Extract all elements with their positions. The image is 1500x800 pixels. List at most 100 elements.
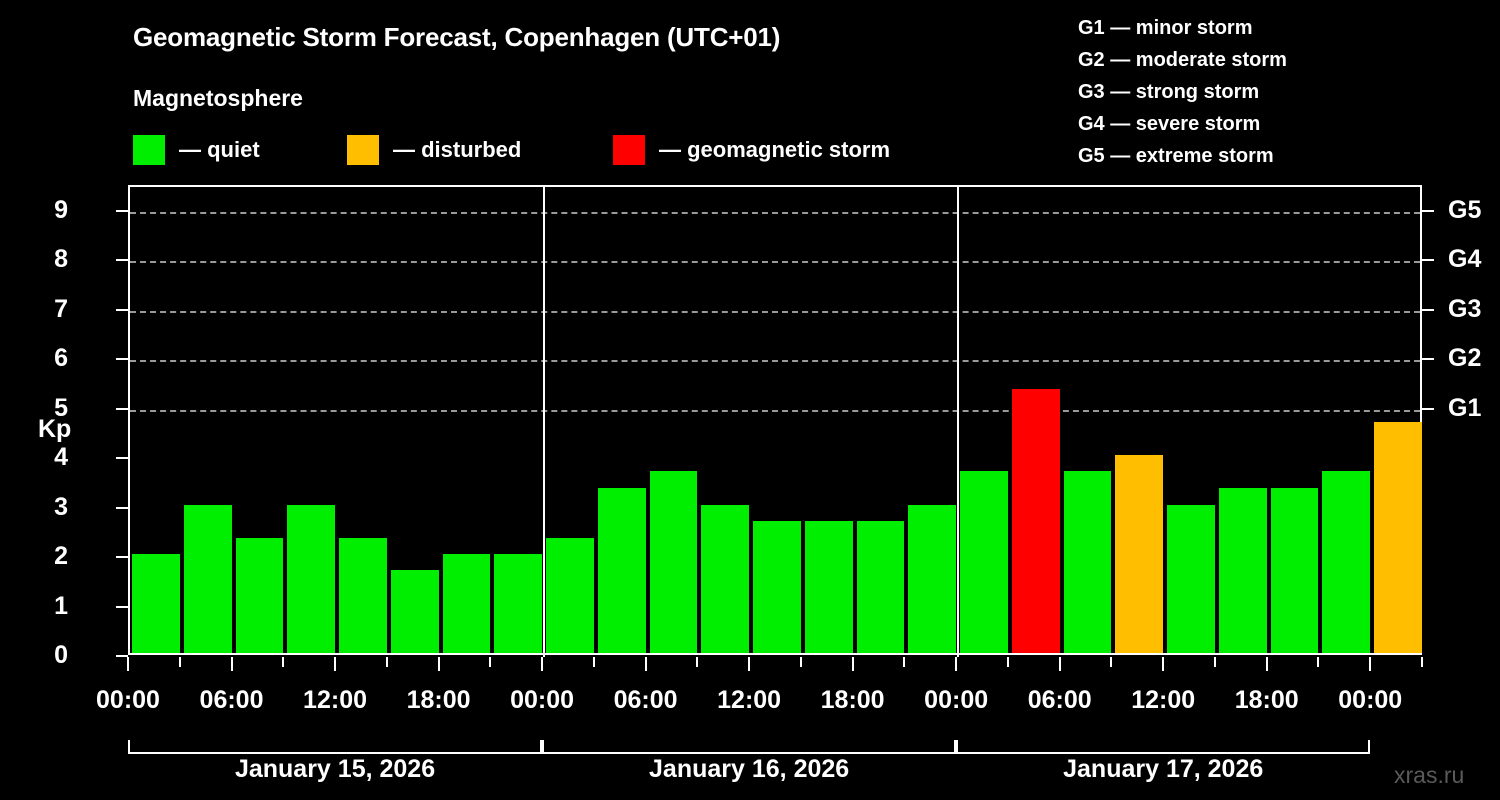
x-tick-label-0: 00:00: [96, 686, 160, 714]
x-tick-mark-7: [851, 657, 854, 671]
legend-entry-0: — quiet: [133, 134, 260, 166]
x-tick-label-8: 00:00: [924, 686, 989, 714]
x-tick-mark-2: [334, 657, 337, 671]
bar[interactable]: [597, 488, 646, 653]
x-tick-mark-12: [1369, 657, 1372, 671]
y-tick-mark-7: [116, 308, 128, 311]
legend-entry-2: — geomagnetic storm: [613, 134, 890, 166]
gridline-kp-6: [130, 360, 1420, 363]
bar[interactable]: [287, 504, 336, 653]
bar[interactable]: [753, 520, 801, 653]
y-tick-mark-5: [116, 407, 128, 410]
bar[interactable]: [1115, 455, 1164, 653]
day-divider-2: [957, 187, 960, 657]
day-label-1: January 15, 2026: [234, 755, 436, 783]
x-tick-mark-10: [1162, 657, 1165, 671]
bar[interactable]: [1322, 471, 1371, 653]
legend-swatch-icon: [133, 135, 165, 165]
bar[interactable]: [1063, 471, 1112, 653]
bar[interactable]: [1270, 488, 1319, 653]
g-tick-mark-G3: [1422, 308, 1434, 311]
x-tick-mark-5: [644, 657, 647, 671]
g-tick-mark-G1: [1422, 407, 1434, 410]
legend-swatch-icon: [347, 135, 379, 165]
g-tick-mark-G5: [1422, 209, 1434, 212]
x-tick-minor-7: [489, 657, 492, 667]
x-tick-minor-17: [1006, 657, 1009, 667]
x-tick-mark-3: [437, 657, 440, 671]
x-tick-minor-9: [592, 657, 595, 667]
gridline-kp-8: [130, 261, 1420, 264]
day-bracket-1: [128, 740, 543, 754]
x-tick-minor-3: [282, 657, 285, 667]
legend-label: — quiet: [179, 137, 260, 162]
x-tick-label-12: 00:00: [1338, 686, 1403, 714]
magnetosphere-label: Magnetosphere: [133, 85, 303, 111]
bar[interactable]: [339, 537, 387, 653]
x-tick-label-1: 06:00: [199, 686, 264, 714]
x-tick-minor-5: [385, 657, 388, 667]
chart-plot-area: [128, 185, 1422, 657]
bar[interactable]: [856, 520, 905, 653]
y-tick-mark-3: [116, 506, 128, 509]
x-tick-minor-1: [178, 657, 181, 667]
g-tick-mark-G4: [1422, 259, 1434, 262]
legend-entry-1: — disturbed: [347, 134, 521, 166]
bar[interactable]: [1167, 504, 1215, 653]
day-label-3: January 17, 2026: [1063, 755, 1264, 783]
x-tick-minor-11: [696, 657, 699, 667]
x-tick-mark-8: [955, 657, 958, 671]
gscale-row-3: G3 — strong storm: [1078, 81, 1260, 103]
y-tick-mark-2: [116, 556, 128, 559]
bar[interactable]: [390, 570, 439, 653]
x-tick-minor-23: [1317, 657, 1320, 667]
watermark: xras.ru: [1394, 762, 1465, 788]
gscale-row-4: G4 — severe storm: [1078, 113, 1261, 135]
bar-series: [130, 187, 1422, 653]
y-tick-mark-0: [116, 655, 128, 657]
x-tick-mark-0: [127, 657, 129, 671]
gscale-row-2: G2 — moderate storm: [1078, 49, 1287, 71]
day-label-2: January 16, 2026: [649, 755, 850, 783]
y-tick-mark-6: [116, 358, 128, 361]
x-tick-minor-15: [903, 657, 906, 667]
x-tick-mark-11: [1265, 657, 1268, 671]
x-tick-label-11: 18:00: [1234, 686, 1299, 714]
x-tick-label-10: 12:00: [1131, 686, 1196, 714]
x-tick-minor-13: [799, 657, 802, 667]
g-tick-mark-G2: [1422, 358, 1434, 361]
bar[interactable]: [960, 471, 1008, 653]
x-tick-minor-19: [1110, 657, 1113, 667]
bar[interactable]: [183, 504, 232, 653]
bar[interactable]: [908, 504, 957, 653]
gridline-kp-7: [130, 310, 1420, 313]
bar[interactable]: [649, 471, 698, 653]
x-tick-mark-1: [230, 657, 233, 671]
x-tick-minor-25: [1421, 657, 1423, 667]
gridline-kp-5: [130, 409, 1420, 412]
bar[interactable]: [1218, 488, 1267, 653]
bar[interactable]: [1374, 421, 1422, 653]
legend-swatch-icon: [613, 135, 645, 165]
bar[interactable]: [442, 554, 491, 653]
y-tick-mark-1: [116, 605, 128, 608]
bar[interactable]: [701, 504, 750, 653]
bar[interactable]: [132, 554, 180, 653]
y-axis-title: Kp: [38, 415, 72, 443]
gscale-row-1: G1 — minor storm: [1078, 17, 1253, 39]
y-tick-mark-4: [116, 457, 128, 460]
bar[interactable]: [235, 537, 284, 653]
bar[interactable]: [494, 554, 543, 653]
bar[interactable]: [546, 537, 594, 653]
y-tick-mark-8: [116, 259, 128, 262]
legend-label: — disturbed: [393, 137, 522, 162]
x-tick-label-5: 06:00: [613, 686, 678, 714]
gscale-row-5: G5 — extreme storm: [1078, 145, 1274, 167]
legend-label: — geomagnetic storm: [659, 137, 891, 162]
bar[interactable]: [1011, 389, 1060, 653]
x-tick-label-2: 12:00: [303, 686, 368, 714]
x-tick-label-4: 00:00: [510, 686, 575, 714]
x-tick-mark-9: [1058, 657, 1061, 671]
day-divider-1: [543, 187, 546, 657]
bar[interactable]: [804, 520, 853, 653]
